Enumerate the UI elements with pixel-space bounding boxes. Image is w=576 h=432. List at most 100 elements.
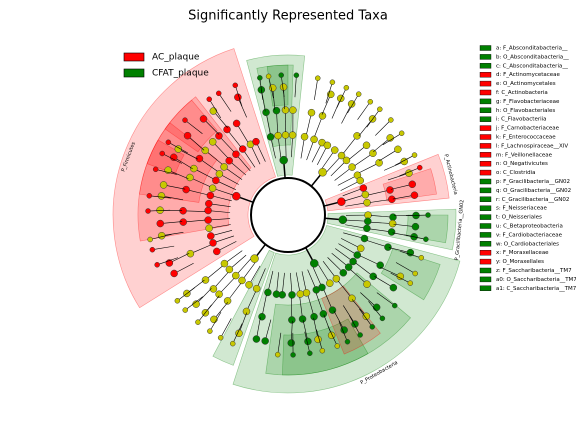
node: [412, 270, 418, 277]
branch: [184, 119, 203, 134]
branch: [375, 119, 392, 136]
sector-label: P_Gracilibacteria__GN02: [454, 199, 465, 260]
node: [326, 279, 334, 287]
node: [279, 155, 288, 165]
node: [337, 197, 346, 206]
key-swatch: [479, 214, 492, 220]
node: [206, 96, 213, 102]
node: [338, 215, 348, 225]
node: [398, 130, 405, 137]
node: [318, 112, 327, 120]
node: [204, 206, 212, 215]
branch: [314, 78, 319, 101]
node: [364, 217, 372, 226]
node: [331, 146, 339, 154]
node: [159, 181, 168, 189]
branch: [366, 109, 381, 128]
key-swatch: [479, 276, 492, 283]
key-swatch: [479, 267, 492, 274]
node: [300, 132, 309, 141]
node: [302, 289, 311, 297]
node: [217, 334, 224, 341]
node: [288, 131, 297, 139]
branch: [349, 315, 361, 336]
node: [418, 254, 425, 261]
node: [425, 212, 431, 218]
branch: [234, 85, 243, 107]
clade-sector: [146, 139, 185, 175]
branch: [208, 99, 222, 119]
node: [146, 193, 153, 199]
node: [307, 350, 313, 357]
node: [165, 139, 172, 146]
key-label: e: O_Actinomycetales: [496, 81, 556, 87]
key-swatch: [479, 134, 492, 140]
key-swatch: [479, 63, 492, 69]
node: [281, 106, 290, 114]
branch: [376, 292, 395, 306]
node: [348, 294, 356, 303]
node: [208, 138, 217, 146]
node: [215, 170, 224, 178]
node: [406, 248, 415, 257]
legend-label: AC_plaque: [152, 53, 200, 63]
node: [327, 331, 336, 340]
node: [212, 176, 220, 185]
branch: [316, 329, 323, 351]
clade-sector: [282, 318, 369, 376]
key-swatch: [479, 152, 492, 158]
legend: AC_plaque CFAT_plaque: [123, 53, 209, 79]
key-swatch: [479, 285, 492, 291]
key-swatch: [479, 258, 492, 265]
node: [362, 141, 371, 150]
node: [174, 298, 181, 304]
node: [245, 281, 253, 289]
branch: [294, 75, 297, 98]
clade-sector: [212, 249, 275, 366]
node: [154, 262, 160, 268]
node: [220, 259, 229, 268]
node: [334, 343, 341, 349]
node: [411, 222, 420, 231]
key-swatch: [479, 232, 492, 238]
node: [229, 340, 236, 347]
node: [238, 276, 246, 285]
node: [423, 236, 429, 243]
node: [377, 106, 383, 113]
node: [356, 176, 364, 185]
key-label: t: O_Neisseriales: [496, 215, 542, 221]
node: [252, 335, 261, 343]
node: [272, 290, 281, 298]
node: [386, 186, 394, 194]
node: [201, 146, 209, 155]
node: [394, 145, 402, 154]
node: [304, 337, 312, 346]
node: [201, 276, 210, 284]
clade-sector: [164, 99, 218, 153]
key-swatch: [479, 160, 492, 167]
node: [257, 75, 263, 81]
key-label: o: C_Clostridia: [496, 170, 536, 176]
title: Significantly Represented Taxa: [188, 9, 388, 24]
clade-sector: [380, 248, 441, 301]
node: [407, 280, 414, 286]
node: [411, 152, 418, 158]
node: [261, 337, 269, 345]
key-label: a0: O_Saccharibacteria__TM7: [496, 277, 576, 283]
node: [344, 338, 351, 345]
node: [232, 82, 239, 89]
key-swatch: [479, 196, 492, 203]
node: [396, 272, 405, 281]
node: [359, 184, 368, 192]
node: [369, 149, 377, 157]
key-swatch: [479, 80, 492, 87]
branch: [149, 195, 172, 199]
node: [353, 132, 361, 140]
legend-swatch: [123, 68, 145, 78]
key-label: a1: C_Saccharibacteria__TM7: [496, 286, 576, 292]
key-label: q: O_Gracilibacteria__GN02: [496, 188, 571, 194]
node: [288, 316, 296, 324]
node: [355, 91, 362, 97]
branch: [185, 296, 203, 311]
